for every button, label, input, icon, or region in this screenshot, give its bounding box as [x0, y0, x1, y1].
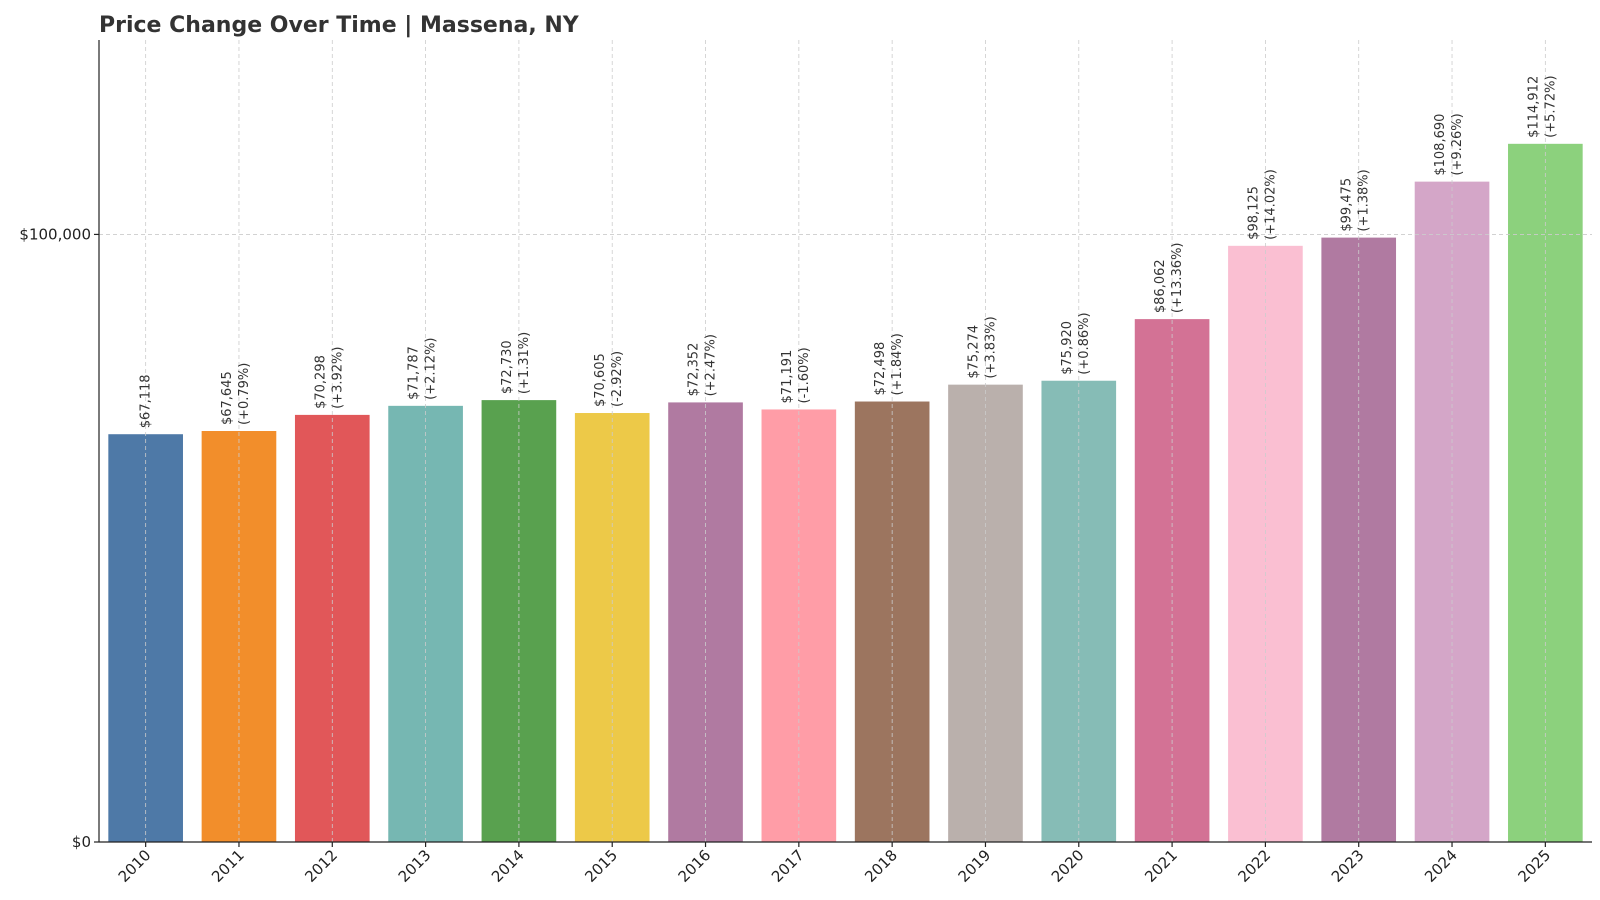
x-tick-label-2023: 2023: [1328, 846, 1368, 886]
y-tick-label-0: $0: [72, 833, 91, 851]
change-label-2022: (+14.02%): [1263, 169, 1278, 240]
value-label-2019: $75,274: [966, 325, 981, 379]
x-tick-label-2017: 2017: [768, 846, 808, 886]
change-label-2014: (+1.31%): [517, 332, 532, 394]
x-tick-label-2024: 2024: [1421, 846, 1461, 886]
change-label-2025: (+5.72%): [1543, 75, 1558, 137]
x-tick-label-2020: 2020: [1048, 846, 1088, 886]
change-label-2016: (+2.47%): [704, 334, 719, 396]
x-tick-label-2011: 2011: [208, 846, 248, 886]
change-label-2024: (+9.26%): [1450, 113, 1465, 175]
x-tick-label-2013: 2013: [395, 846, 435, 886]
change-label-2020: (+0.86%): [1077, 312, 1092, 374]
value-label-2014: $72,730: [500, 340, 515, 394]
change-label-2017: (-1.60%): [797, 347, 812, 403]
change-label-2011: (+0.79%): [237, 363, 252, 425]
x-tick-label-2018: 2018: [861, 846, 901, 886]
chart-title: Price Change Over Time | Massena, NY: [99, 13, 580, 38]
change-label-2021: (+13.36%): [1170, 243, 1185, 314]
value-label-2012: $70,298: [313, 355, 328, 409]
bar-2025: [1508, 143, 1583, 842]
change-label-2013: (+2.12%): [424, 337, 439, 399]
value-label-2023: $99,475: [1340, 178, 1355, 232]
change-label-2019: (+3.83%): [983, 316, 998, 378]
x-tick-label-2014: 2014: [488, 846, 528, 886]
value-label-2021: $86,062: [1153, 259, 1168, 313]
change-label-2012: (+3.92%): [330, 347, 345, 409]
x-tick-label-2019: 2019: [955, 846, 995, 886]
value-label-2020: $75,920: [1060, 321, 1075, 375]
value-label-2010: $67,118: [139, 374, 154, 428]
change-label-2023: (+1.38%): [1357, 169, 1372, 231]
change-label-2018: (+1.84%): [890, 333, 905, 395]
x-tick-label-2010: 2010: [115, 846, 155, 886]
value-label-2025: $114,912: [1526, 76, 1541, 138]
x-tick-label-2015: 2015: [581, 846, 621, 886]
y-tick-label-1: $100,000: [19, 225, 91, 243]
x-tick-label-2021: 2021: [1141, 846, 1181, 886]
x-tick-label-2022: 2022: [1235, 846, 1275, 886]
value-label-2024: $108,690: [1433, 114, 1448, 176]
value-label-2022: $98,125: [1246, 186, 1261, 240]
bar-2020: [1041, 380, 1117, 842]
bars-layer: [108, 143, 1583, 843]
value-label-2017: $71,191: [780, 350, 795, 404]
x-tick-label-2012: 2012: [301, 846, 341, 886]
x-tick-label-2016: 2016: [675, 846, 715, 886]
value-label-2015: $70,605: [593, 353, 608, 407]
value-label-2013: $71,787: [407, 346, 422, 400]
value-label-2016: $72,352: [687, 343, 702, 397]
value-label-2011: $67,645: [220, 371, 235, 425]
value-label-2018: $72,498: [873, 342, 888, 396]
change-label-2015: (-2.92%): [610, 351, 625, 407]
x-tick-label-2025: 2025: [1514, 846, 1554, 886]
